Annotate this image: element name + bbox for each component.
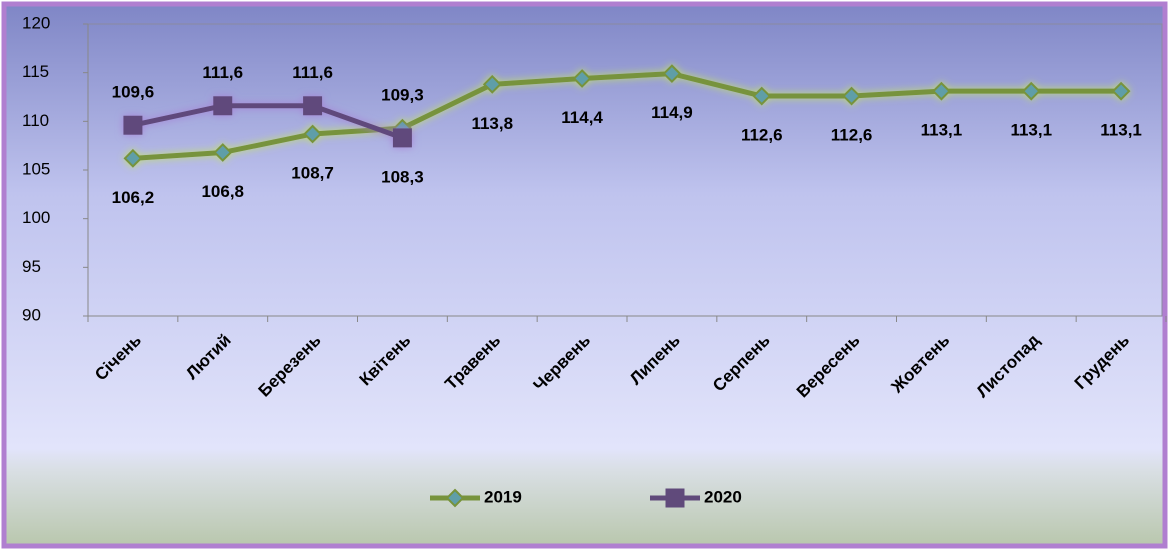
legend-marker <box>445 488 465 508</box>
data-point <box>303 124 322 144</box>
series <box>123 96 412 148</box>
data-label: 108,3 <box>381 167 424 186</box>
data-point <box>662 64 682 84</box>
data-label: 114,9 <box>651 103 693 122</box>
data-label: 111,6 <box>292 63 333 82</box>
data-label: 109,3 <box>381 86 424 105</box>
y-tick-label: 120 <box>22 13 50 32</box>
data-point <box>1021 81 1041 101</box>
data-point <box>752 86 772 106</box>
series-line <box>132 71 1122 161</box>
data-label: 113,1 <box>1010 121 1052 140</box>
data-label: 106,8 <box>201 182 244 201</box>
data-label: 112,6 <box>831 126 873 145</box>
data-label: 106,2 <box>112 188 155 207</box>
data-label: 112,6 <box>741 126 783 145</box>
data-point <box>932 81 951 101</box>
data-point <box>123 115 143 135</box>
y-tick-label: 90 <box>22 305 41 324</box>
data-label: 109,6 <box>112 83 155 102</box>
data-point <box>842 86 861 106</box>
data-label: 113,1 <box>1100 121 1142 140</box>
data-point <box>1111 81 1131 101</box>
y-tick-label: 115 <box>22 62 49 81</box>
data-point <box>213 96 233 116</box>
data-point <box>303 96 323 116</box>
y-tick-label: 95 <box>22 257 41 276</box>
y-tick-label: 105 <box>22 159 50 178</box>
y-tick-label: 110 <box>22 111 49 130</box>
legend-label: 2020 <box>704 487 742 506</box>
data-label: 113,8 <box>471 114 513 133</box>
data-point <box>123 148 143 168</box>
data-label: 111,6 <box>202 63 243 82</box>
series-line <box>132 103 404 141</box>
legend-label: 2019 <box>484 487 522 506</box>
data-label: 114,4 <box>561 108 603 127</box>
data-label: 108,7 <box>291 163 334 182</box>
series <box>123 64 1131 168</box>
data-point <box>572 69 592 88</box>
data-point <box>213 143 233 162</box>
data-point <box>392 128 412 148</box>
data-label: 113,1 <box>921 121 963 140</box>
data-point <box>482 74 502 94</box>
y-tick-label: 100 <box>22 208 50 227</box>
legend-marker <box>665 488 685 508</box>
